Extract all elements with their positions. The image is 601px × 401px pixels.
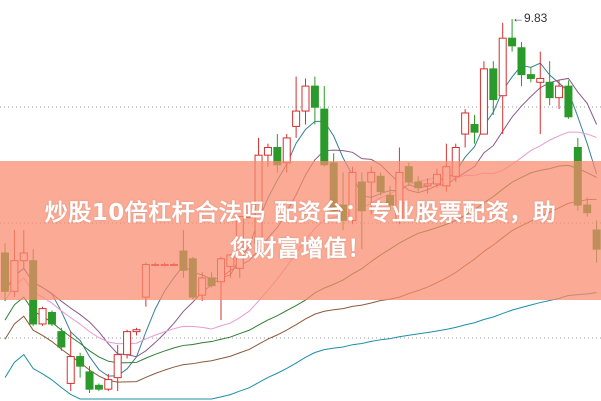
candle-body	[489, 68, 498, 101]
candle-body	[104, 379, 113, 390]
candle-body	[564, 85, 573, 118]
candle-body	[76, 356, 85, 367]
candle-body	[545, 81, 554, 99]
candle-body	[508, 37, 517, 47]
candle-body	[113, 354, 122, 379]
candle-body	[263, 147, 272, 156]
candle-body	[301, 85, 310, 112]
candle-body	[47, 311, 56, 325]
candle-body	[310, 85, 319, 108]
candle-body	[38, 308, 47, 325]
candle-body	[66, 356, 75, 384]
candle-body	[479, 68, 488, 135]
candle-body	[536, 77, 545, 83]
candle-body	[85, 371, 94, 390]
candle-body	[292, 110, 301, 127]
candle-body	[320, 108, 329, 166]
candle-body	[526, 74, 535, 79]
candle-body	[94, 384, 103, 390]
candle-body	[517, 47, 526, 76]
candle-body	[555, 85, 564, 99]
candle-body	[132, 329, 141, 333]
candle-body	[470, 123, 479, 133]
promo-banner: 炒股10倍杠杆合法吗 配资台：专业股票配资，助 您财富增值！	[0, 161, 601, 300]
candle-body	[123, 331, 132, 356]
ma60-line	[4, 292, 597, 400]
ma5-line	[4, 62, 598, 377]
candle-body	[282, 137, 291, 164]
candle-body	[461, 112, 470, 135]
candle-body	[498, 37, 507, 97]
candle-body	[57, 331, 66, 348]
banner-line-2: 您财富增值！	[230, 235, 371, 262]
high-price-label: ←9.83	[512, 11, 548, 25]
high-price-value: 9.83	[524, 11, 548, 25]
banner-line-1: 炒股10倍杠杆合法吗 配资台：专业股票配资，助	[44, 199, 557, 226]
